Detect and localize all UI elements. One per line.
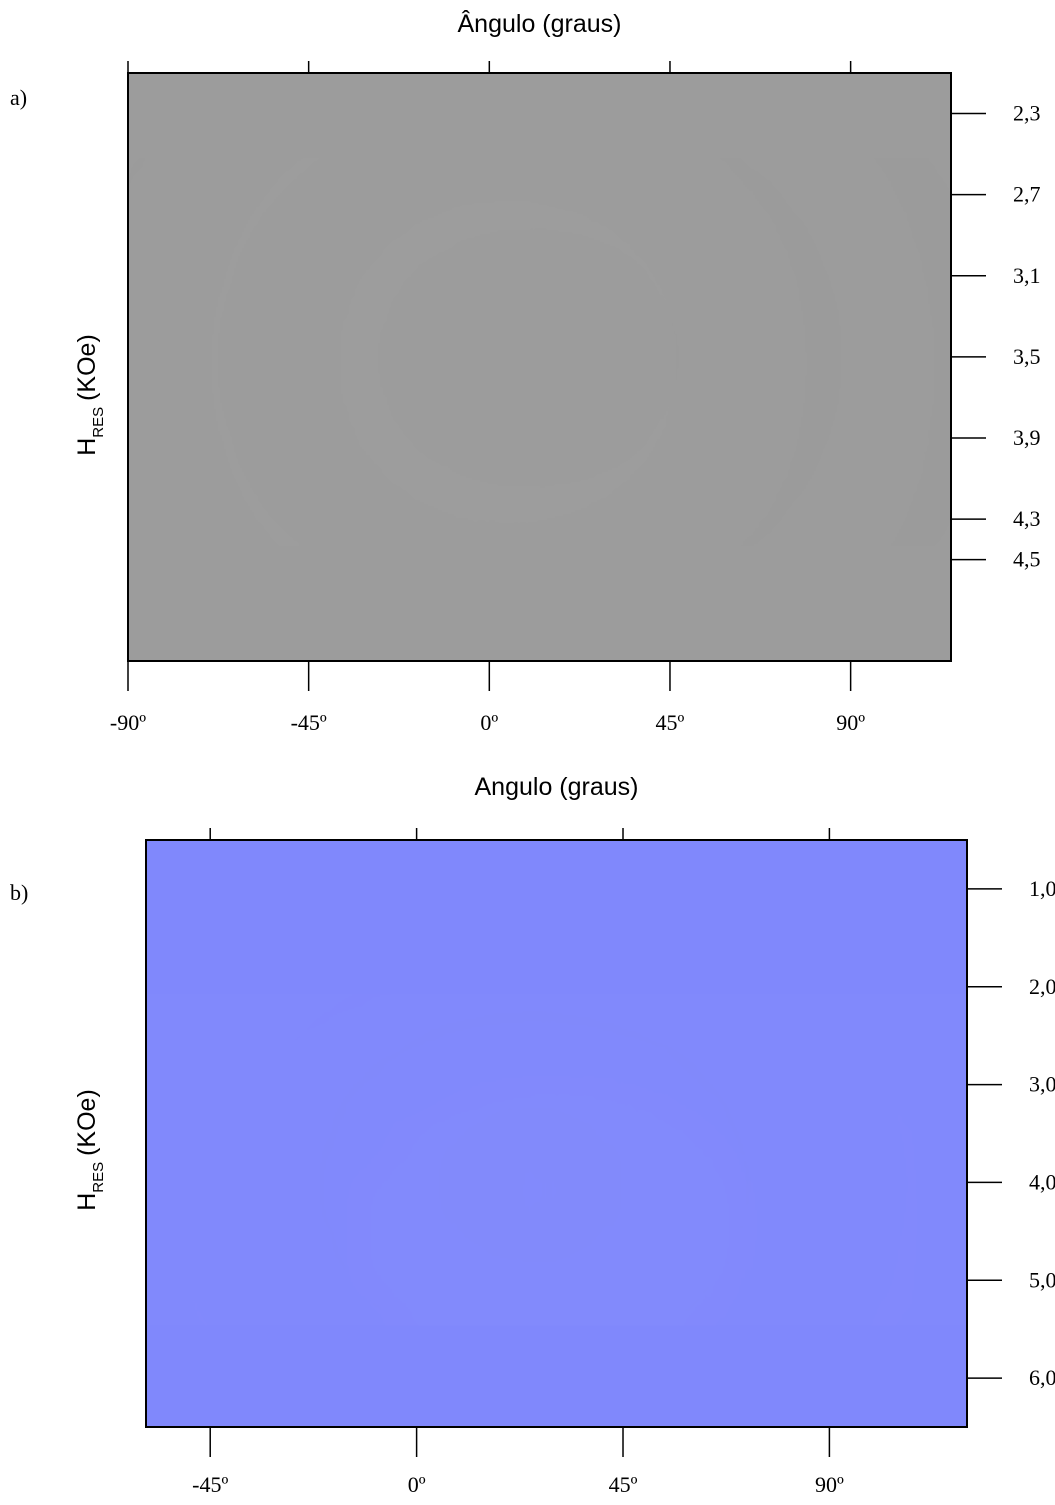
- panel-label: b): [10, 880, 28, 905]
- y-axis-label: HRES (KOe): [73, 1089, 107, 1211]
- y-label-main: H: [73, 1193, 101, 1211]
- y2-tick-label: 4,5: [1013, 547, 1041, 572]
- y2-tick-label: 4,3: [1013, 506, 1041, 531]
- band: [146, 1104, 967, 1145]
- x-tick-label: -45º: [291, 710, 327, 735]
- y-label-unit: (KOe): [73, 334, 101, 401]
- band: [375, 191, 721, 309]
- band: [260, 402, 309, 408]
- y-label-main: H: [73, 438, 101, 456]
- band: [376, 1163, 598, 1239]
- heatmap-image: [146, 840, 967, 1427]
- y2-tick-label: 6,0: [1029, 1365, 1055, 1390]
- y2-tick-label: 4,0: [1029, 1169, 1055, 1194]
- y-axis-label: HRES (KOe): [73, 334, 107, 456]
- panel-label: a): [10, 85, 27, 110]
- y-label-unit: (KOe): [73, 1089, 101, 1156]
- heatmap-bands: [128, 191, 951, 514]
- y2-tick-label: 3,9: [1013, 425, 1041, 450]
- band: [146, 1192, 967, 1298]
- x-tick-label: 0º: [408, 1472, 426, 1497]
- panel: a) Ângulo (graus) HRES (KOe) -90º -45º 0º 45º 90…: [10, 9, 1041, 735]
- heatmap-bands: [146, 1022, 967, 1298]
- y2-tick-label: 3,0: [1029, 1072, 1055, 1097]
- x-tick-label: 90º: [815, 1472, 844, 1497]
- y2-tick-label: 2,3: [1013, 101, 1041, 126]
- band: [375, 296, 622, 331]
- panel: b) Angulo (graus) HRES (KOe) -45º 0º 45º 90º 1,0…: [10, 773, 1055, 1497]
- band: [128, 349, 951, 373]
- plot-frame: [127, 72, 952, 662]
- y-label-sub: RES: [90, 1162, 107, 1193]
- y-label-sub: RES: [90, 407, 107, 438]
- y2-tick-label: 2,7: [1013, 182, 1041, 207]
- band: [128, 249, 951, 355]
- band: [334, 355, 688, 514]
- y2-tick-label: 3,1: [1013, 263, 1041, 288]
- x-tick-label: -90º: [110, 710, 146, 735]
- x-tick-label: 45º: [609, 1472, 638, 1497]
- y2-tick-label: 5,0: [1029, 1267, 1055, 1292]
- plot-frame: [145, 839, 968, 1428]
- chart-title: Angulo (graus): [475, 773, 639, 801]
- chart-title: Ângulo (graus): [458, 9, 622, 38]
- x-tick-label: 90º: [836, 710, 865, 735]
- band: [128, 379, 951, 461]
- x-tick-label: 45º: [656, 710, 685, 735]
- heatmap-image: [128, 73, 951, 661]
- band: [770, 343, 836, 349]
- band: [375, 396, 622, 402]
- band: [310, 1022, 679, 1134]
- x-tick-label: 0º: [480, 710, 498, 735]
- y2-tick-label: 1,0: [1029, 876, 1055, 901]
- x-tick-label: -45º: [192, 1472, 228, 1497]
- y2-tick-label: 3,5: [1013, 344, 1041, 369]
- band: [753, 379, 827, 397]
- y2-tick-label: 2,0: [1029, 974, 1055, 999]
